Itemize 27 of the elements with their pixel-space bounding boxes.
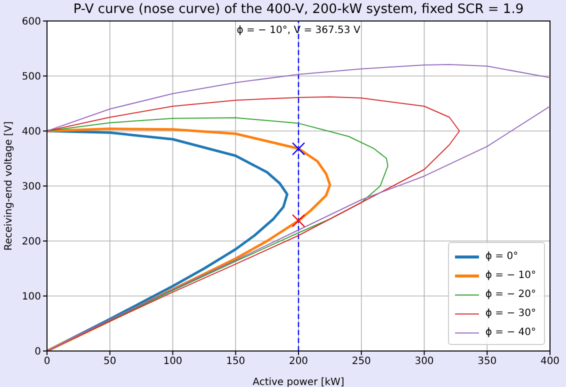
y-tick-label: 100 bbox=[22, 292, 41, 303]
line-series bbox=[47, 96, 460, 351]
x-tick-label: 100 bbox=[163, 356, 182, 368]
y-tick-label: 300 bbox=[22, 182, 41, 193]
x-tick-label: 50 bbox=[104, 356, 116, 368]
line-series bbox=[47, 64, 550, 132]
y-tick-label: 500 bbox=[22, 72, 41, 83]
chart-title: P-V curve (nose curve) of the 400-V, 200-kW system, fixed SCR = 1.9 bbox=[72, 2, 525, 17]
legend-label: ϕ = − 20° bbox=[485, 289, 536, 300]
x-axis-title: Active power [kW] bbox=[252, 377, 344, 387]
x-tick-label: 0 bbox=[44, 356, 50, 368]
y-tick-label: 200 bbox=[22, 236, 41, 248]
annotation: ϕ = − 10°, V = 367.53 V bbox=[236, 25, 362, 36]
legend-label: ϕ = − 40° bbox=[485, 327, 536, 338]
legend-label: ϕ = − 10° bbox=[485, 270, 536, 281]
x-tick-label: 300 bbox=[414, 356, 434, 368]
x-tick-label: 200 bbox=[288, 356, 308, 368]
y-tick-label: 0 bbox=[34, 346, 41, 358]
x-tick-label: 250 bbox=[352, 356, 371, 368]
y-tick-label: 400 bbox=[22, 126, 41, 138]
x-tick-label: 400 bbox=[540, 356, 560, 368]
y-axis-title: Receiving-end voltage [V] bbox=[4, 121, 15, 251]
x-tick-label: 350 bbox=[478, 356, 497, 368]
y-tick-label: 600 bbox=[22, 16, 41, 28]
legend-label: ϕ = 0° bbox=[485, 251, 518, 262]
x-tick-label: 150 bbox=[226, 356, 246, 368]
legend-label: ϕ = − 30° bbox=[485, 308, 536, 319]
